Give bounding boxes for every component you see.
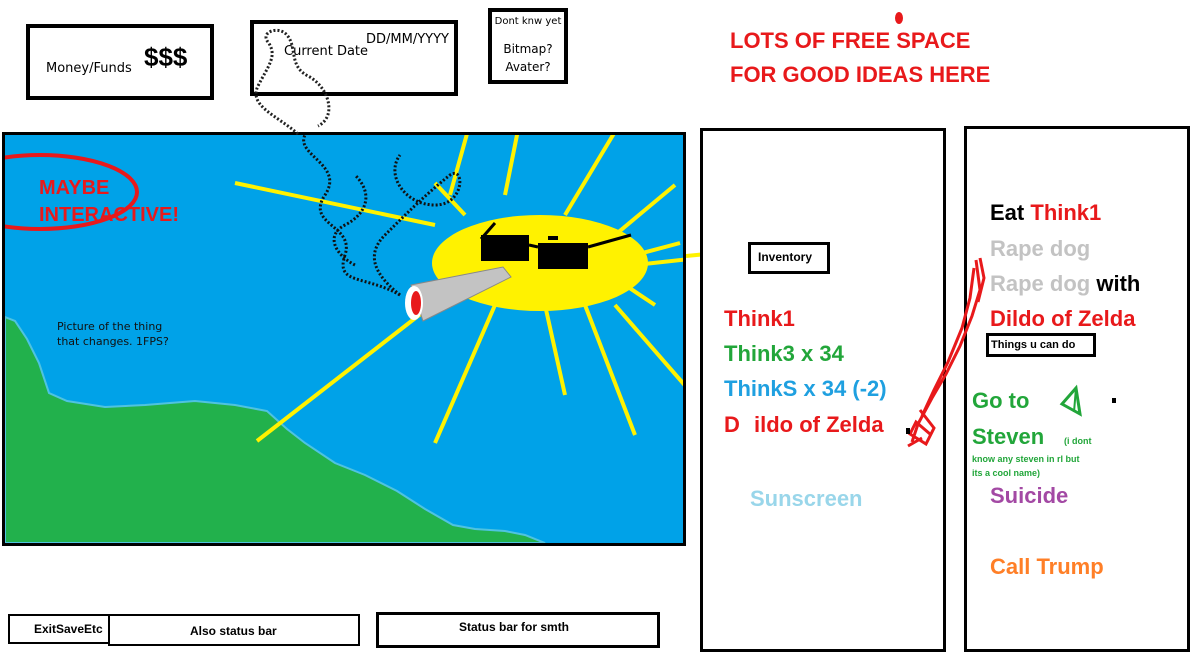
money-label: Money/Funds — [46, 61, 132, 76]
maybe-interactive-note: MAYBE INTERACTIVE! — [39, 175, 179, 229]
action-eat[interactable]: Eat Think1 — [990, 200, 1101, 226]
status-bar-1: Also status bar — [108, 614, 360, 646]
date-panel: Current Date DD/MM/YYYY — [250, 20, 458, 96]
action-eat-verb: Eat — [990, 200, 1025, 225]
scene-view[interactable]: MAYBE INTERACTIVE! Picture of the thing … — [2, 132, 686, 546]
zelda-initial: D — [724, 412, 740, 437]
inventory-panel — [700, 128, 946, 652]
smoke-scribble-top — [254, 28, 331, 136]
green-land — [5, 315, 546, 543]
goto-note-1: (i dont — [1064, 436, 1092, 446]
action-rape-dog-with[interactable]: Rape dog with — [990, 271, 1140, 297]
money-panel: Money/Funds $$$ — [26, 24, 214, 100]
scene-drawing — [5, 135, 683, 543]
action-eat-item: Think1 — [1030, 200, 1102, 225]
action-goto-line-2[interactable]: Steven — [972, 424, 1045, 449]
free-space-note: LOTS OF FREE SPACE FOR GOOD IDEAS HERE — [730, 24, 990, 92]
current-date-value: DD/MM/YYYY — [366, 32, 449, 47]
action-goto-line-1[interactable]: Go to — [972, 388, 1030, 413]
action-with: with — [1096, 271, 1141, 296]
maybe-line-2: INTERACTIVE! — [39, 204, 179, 226]
status-bar-2-label: Status bar for smth — [459, 620, 570, 634]
maybe-line-1: MAYBE — [39, 177, 110, 199]
inventory-item-thinks[interactable]: ThinkS x 34 (-2) — [724, 376, 887, 401]
caption-line-1: Picture of the thing — [57, 320, 163, 333]
zelda-rest: ildo of Zelda — [754, 412, 884, 437]
goto-note-3: its a cool name) — [972, 468, 1041, 478]
status-bar-2: Status bar for smth — [376, 612, 660, 648]
exit-save-label: ExitSaveEtc — [34, 622, 103, 636]
bitmap-avatar-panel: Dont knw yet Bitmap? Avater? — [488, 8, 568, 84]
green-triangle-icon — [1059, 384, 1116, 417]
inventory-item-think3[interactable]: Think3 x 34 — [724, 341, 844, 366]
bitmap-label: Bitmap? — [503, 42, 553, 56]
action-call-trump[interactable]: Call Trump — [990, 554, 1104, 579]
caption-line-2: that changes. 1FPS? — [57, 335, 169, 348]
misc-title: Dont knw yet — [494, 16, 562, 27]
free-space-line-1: LOTS OF FREE SPACE — [730, 28, 971, 53]
inventory-item-sunscreen[interactable]: Sunscreen — [750, 486, 863, 511]
action-rape-dog[interactable]: Rape dog — [990, 236, 1091, 261]
goto-note-2: know any steven in rl but — [972, 454, 1080, 464]
action-dildo[interactable]: Dildo of Zelda — [990, 306, 1136, 331]
inventory-item-think1[interactable]: Think1 — [724, 306, 795, 331]
avatar-label: Avater? — [505, 60, 551, 74]
picture-caption: Picture of the thing that changes. 1FPS? — [57, 319, 169, 349]
current-date-label: Current Date — [284, 44, 369, 59]
things-label: Things u can do — [986, 333, 1096, 357]
action-suicide[interactable]: Suicide — [990, 483, 1069, 508]
action-rape-dog-2: Rape dog — [990, 271, 1091, 296]
cigarette — [405, 266, 512, 322]
sunglasses — [479, 222, 632, 269]
maybe-circle — [5, 153, 139, 231]
status-bar-1-label: Also status bar — [190, 624, 277, 638]
exit-save-button[interactable]: ExitSaveEtc — [8, 614, 112, 644]
money-value: $$$ — [144, 42, 188, 72]
smoke-scribble — [302, 135, 462, 297]
red-dot — [895, 12, 903, 24]
inventory-label: Inventory — [748, 242, 830, 274]
red-scribble — [906, 257, 986, 448]
inventory-item-zelda[interactable]: D ildo of Zelda — [724, 412, 884, 438]
free-space-line-2: FOR GOOD IDEAS HERE — [730, 62, 991, 87]
